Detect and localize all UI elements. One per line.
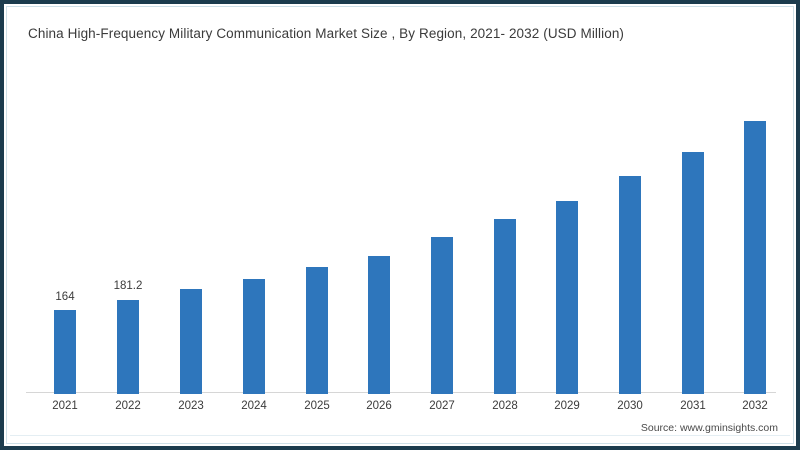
plot-area: 164 181.2 2021 2022 2023 2024 2025 2026 …	[4, 4, 796, 446]
bar-2031[interactable]	[682, 152, 704, 394]
x-tick-2031: 2031	[680, 400, 706, 412]
bar-2032[interactable]	[744, 121, 766, 394]
bar-2023[interactable]	[180, 289, 202, 394]
bar-2022[interactable]	[117, 300, 139, 394]
bar-2026[interactable]	[368, 256, 390, 394]
footer-divider	[10, 435, 790, 436]
bar-2024[interactable]	[243, 279, 265, 394]
bar-2029[interactable]	[556, 201, 578, 394]
bar-2021[interactable]	[54, 310, 76, 394]
x-tick-2025: 2025	[304, 400, 330, 412]
source-label: Source: www.gminsights.com	[640, 422, 778, 434]
x-tick-2028: 2028	[492, 400, 518, 412]
x-tick-2032: 2032	[742, 400, 768, 412]
x-tick-2024: 2024	[241, 400, 267, 412]
x-tick-2023: 2023	[178, 400, 204, 412]
bar-2027[interactable]	[431, 237, 453, 394]
bar-value-label-2021: 164	[55, 291, 75, 303]
page-title: China High-Frequency Military Communicat…	[28, 26, 625, 41]
x-tick-2027: 2027	[429, 400, 455, 412]
bar-value-label-2022: 181.2	[113, 280, 143, 292]
x-tick-2022: 2022	[115, 400, 141, 412]
x-axis-line	[26, 392, 776, 393]
bar-2030[interactable]	[619, 176, 641, 394]
x-tick-2021: 2021	[52, 400, 78, 412]
x-tick-2026: 2026	[366, 400, 392, 412]
bar-2025[interactable]	[306, 267, 328, 394]
x-tick-2030: 2030	[617, 400, 643, 412]
x-tick-2029: 2029	[554, 400, 580, 412]
bar-2028[interactable]	[494, 219, 516, 394]
